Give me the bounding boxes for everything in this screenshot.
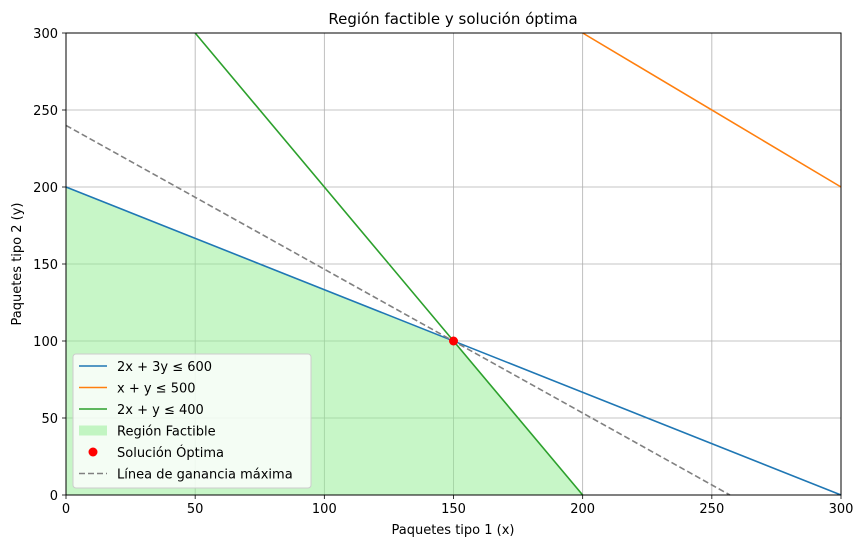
legend-label-solucion-optima: Solución Óptima [117, 445, 224, 461]
x-axis-ticks: 0 50 100 150 200 250 300 [62, 495, 854, 517]
linea-de-ganancia-maxima-line [65, 124, 731, 496]
x-tick-label: 150 [441, 502, 466, 517]
legend-label-linea-de-ganancia-maxima: Línea de ganancia máxima [117, 468, 293, 483]
legend-box [72, 353, 312, 489]
y-tick-label: 0 [50, 489, 58, 504]
x-axis-label: Paquetes tipo 1 (x) [392, 523, 515, 538]
y-axis-ticks: 0 50 100 150 200 250 300 [33, 27, 66, 504]
legend: 2x + 3y ≤ 600 x + y ≤ 500 2x + y ≤ 400 Regi… [72, 353, 312, 489]
2x-y-400-line [194, 32, 584, 496]
x-tick-label: 0 [62, 502, 70, 517]
x-tick-label: 200 [570, 502, 595, 517]
x-tick-label: 100 [312, 502, 337, 517]
solucion-optima-point [449, 336, 458, 346]
legend-label-x-y-500: x + y ≤ 500 [117, 382, 196, 397]
x-tick-label: 300 [829, 502, 854, 517]
x-y-500-line [582, 32, 842, 188]
legend-swatch-region-factible [79, 425, 107, 436]
legend-label-2x-3y-600: 2x + 3y ≤ 600 [117, 360, 212, 375]
y-tick-label: 150 [33, 258, 58, 273]
y-axis-label: Paquetes tipo 2 (y) [10, 203, 25, 326]
y-tick-label: 200 [33, 181, 58, 196]
x-tick-label: 250 [699, 502, 724, 517]
legend-label-region-factible: Región Factible [117, 425, 216, 440]
y-tick-label: 250 [33, 104, 58, 119]
x-tick-label: 50 [187, 502, 204, 517]
y-tick-label: 50 [41, 412, 58, 427]
y-tick-label: 100 [33, 335, 58, 350]
legend-swatch-solucion-optima [88, 447, 98, 457]
y-tick-label: 300 [33, 27, 58, 42]
points-layer [449, 336, 458, 346]
chart-title: Región factible y solución óptima [328, 10, 577, 28]
legend-label-2x-y-400: 2x + y ≤ 400 [117, 403, 204, 418]
